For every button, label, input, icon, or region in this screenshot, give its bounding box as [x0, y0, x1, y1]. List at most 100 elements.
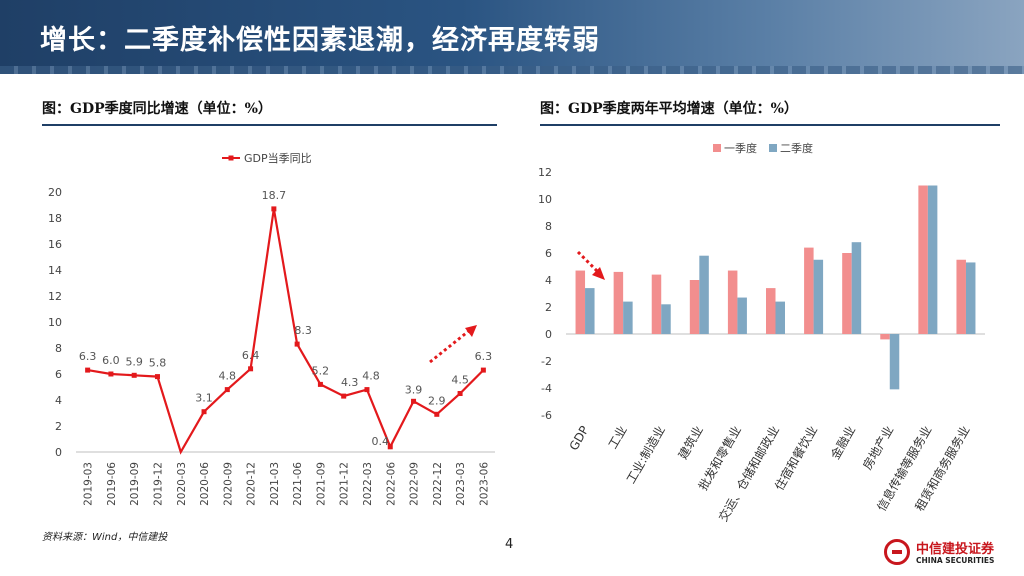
y-tick-label: 18: [48, 212, 62, 225]
bar-q1: [689, 280, 700, 334]
data-label: 6.3: [79, 350, 97, 363]
y-tick-label: 10: [538, 193, 552, 206]
x-tick-label: 建筑业: [675, 423, 706, 462]
x-tick-label: 2019-06: [106, 462, 118, 506]
data-point: [154, 374, 160, 380]
gdp-yoy-line-chart: 0 2 4 6 8 10 12 14 16 18 20 2019-03 2019-06 2019-09 20…: [48, 151, 495, 506]
bar-q2: [775, 301, 785, 334]
y-tick-label: 0: [545, 328, 552, 341]
x-tick-label: GDP: [567, 424, 592, 453]
data-label: 4.3: [341, 376, 359, 389]
x-tick-label: 金融业: [827, 423, 858, 462]
x-tick-label: 2019-12: [152, 462, 164, 506]
legend-label-q2: 二季度: [780, 141, 813, 155]
slide-title: 增长：二季度补偿性因素退潮，经济再度转弱: [40, 25, 600, 56]
legend-swatch-q1: [713, 144, 721, 152]
x-tick-label: 工业:制造业: [624, 424, 668, 486]
legend-label: GDP当季同比: [244, 151, 312, 165]
x-tick-label: 2020-12: [246, 462, 258, 506]
y-tick-label: -6: [541, 409, 552, 422]
bar-q1: [804, 247, 814, 334]
bar-q2: [889, 334, 900, 390]
data-point: [108, 371, 114, 377]
bar-q2: [623, 301, 633, 334]
data-point: [480, 367, 486, 373]
data-point: [317, 381, 323, 387]
x-tick-label: 2020-06: [199, 462, 211, 506]
data-label: 2.9: [428, 394, 446, 407]
bar-q1: [766, 288, 776, 334]
data-point: [248, 366, 254, 372]
header-banner: 增长：二季度补偿性因素退潮，经济再度转弱: [0, 0, 1024, 74]
y-tick-label: 2: [545, 301, 552, 314]
y-tick-label: 4: [55, 394, 62, 407]
data-point: [85, 367, 91, 373]
y-tick-label: 2: [55, 420, 62, 433]
data-point: [411, 398, 417, 404]
bar-q2: [813, 259, 824, 334]
bar-q1: [918, 185, 928, 334]
data-label: 3.9: [405, 383, 423, 396]
y-tick-label: 6: [545, 247, 552, 260]
data-label: 8.3: [294, 324, 312, 337]
x-tick-label: 2020-03: [176, 462, 188, 506]
bar-q2: [699, 255, 709, 334]
data-point: [364, 387, 370, 393]
bar-q2: [851, 242, 862, 334]
x-tick-label: 2019-09: [129, 462, 141, 506]
data-point: [457, 391, 463, 396]
data-label: 5.9: [125, 355, 143, 368]
bar-q1: [956, 259, 966, 334]
data-point: [294, 341, 300, 347]
data-label: 4.8: [219, 370, 237, 383]
data-point: [271, 206, 277, 212]
x-tick-label: 2021-09: [315, 462, 327, 506]
bar-q1: [880, 334, 890, 340]
bar-q2: [585, 288, 595, 334]
data-point: [387, 444, 393, 450]
legend: 一季度 二季度: [713, 141, 813, 155]
trend-arrow-shaft: [576, 250, 600, 274]
x-tick-label: 2021-12: [339, 462, 351, 506]
data-label: 5.8: [149, 357, 167, 370]
data-label: 3.1: [195, 392, 213, 405]
x-tick-label: 2021-03: [269, 462, 281, 506]
bar-q1: [651, 274, 662, 334]
header-stripe: [0, 66, 1024, 74]
bar-q1: [613, 271, 624, 334]
x-tick-label: 2020-09: [222, 462, 234, 506]
legend: GDP当季同比: [222, 151, 312, 165]
x-tick-label: 工业: [606, 424, 630, 452]
y-tick-label: 16: [48, 238, 62, 251]
series-line-gdp: [87, 208, 485, 455]
data-label: 6.3: [475, 350, 493, 363]
bar-q2: [965, 262, 976, 334]
right-chart-title: 图：GDP季度两年平均增速（单位：%）: [540, 101, 798, 117]
y-tick-label: 8: [55, 342, 62, 355]
y-tick-label: 4: [545, 274, 552, 287]
logo-mark-icon: [884, 539, 910, 565]
x-tick-label: 房地产业: [859, 423, 896, 472]
y-tick-label: -2: [541, 355, 552, 368]
trend-arrowhead-icon: [592, 267, 605, 280]
y-tick-label: 14: [48, 264, 62, 277]
x-tick-label: 2022-09: [409, 462, 421, 506]
source-note: 资料来源：Wind，中信建投: [42, 532, 168, 543]
data-label: 0.4: [372, 435, 390, 448]
company-logo: 中信建投证券 CHINA SECURITIES: [884, 535, 1014, 571]
y-tick-label: 6: [55, 368, 62, 381]
data-point: [131, 372, 137, 378]
bar-q2: [927, 185, 938, 334]
bar-q1: [575, 270, 586, 334]
data-label: 6.4: [242, 349, 259, 362]
bar-q1: [727, 270, 738, 334]
trend-arrow-shaft: [429, 328, 471, 364]
data-point: [341, 393, 347, 399]
right-divider: [540, 124, 1000, 126]
data-point: [224, 387, 230, 393]
bar-q2: [737, 297, 747, 334]
x-tick-label: 2023-03: [455, 462, 467, 506]
y-tick-label: 20: [48, 186, 62, 199]
x-tick-label: 2021-06: [292, 462, 304, 506]
